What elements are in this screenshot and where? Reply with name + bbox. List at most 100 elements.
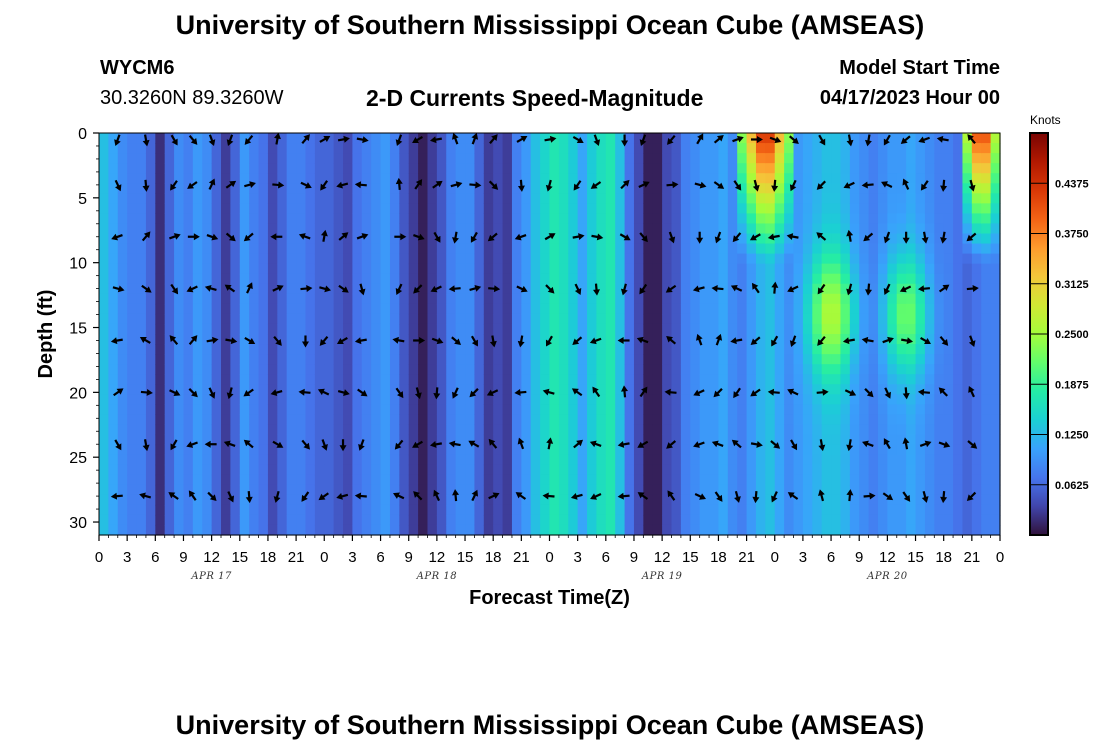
- heatmap-cell: [221, 273, 231, 285]
- heatmap-cell: [389, 243, 400, 255]
- heatmap-cell: [249, 504, 260, 516]
- heatmap-cell: [624, 484, 635, 496]
- heatmap-cell: [793, 263, 804, 275]
- heatmap-cell: [324, 193, 335, 204]
- heatmap-cell: [277, 484, 288, 496]
- heatmap-cell: [934, 233, 945, 245]
- heatmap-cell: [784, 464, 795, 476]
- heatmap-cell: [211, 143, 222, 154]
- x-tick-label: 3: [573, 549, 581, 566]
- heatmap-cell: [530, 283, 541, 295]
- heatmap-cell: [971, 153, 982, 164]
- heatmap-cell: [258, 454, 269, 466]
- heatmap-cell: [953, 494, 964, 506]
- station-coordinates: 30.3260N 89.3260W: [100, 87, 284, 109]
- heatmap-cell: [896, 253, 907, 265]
- heatmap-cell: [690, 384, 701, 395]
- heatmap-cell: [558, 313, 569, 325]
- heatmap-cell: [755, 233, 766, 245]
- current-vector: [711, 440, 724, 448]
- heatmap-cell: [821, 404, 832, 415]
- heatmap-cell: [652, 454, 663, 466]
- heatmap-cell: [258, 494, 269, 506]
- current-vector: [337, 135, 350, 143]
- current-vector: [863, 492, 876, 500]
- heatmap-cell: [249, 464, 260, 476]
- heatmap-cell: [699, 514, 710, 526]
- heatmap-cell: [399, 153, 410, 164]
- heatmap-cell: [352, 334, 363, 345]
- heatmap-cell: [821, 143, 832, 154]
- heatmap-cell: [793, 454, 804, 466]
- heatmap-cell: [859, 213, 870, 225]
- heatmap-cell: [699, 303, 710, 315]
- heatmap-cell: [361, 213, 372, 225]
- heatmap-cell: [371, 384, 382, 395]
- heatmap-cell: [324, 524, 335, 536]
- heatmap-cell: [164, 253, 175, 265]
- heatmap-cell: [558, 394, 569, 405]
- heatmap-cell: [877, 474, 888, 486]
- heatmap-cell: [202, 163, 213, 174]
- heatmap-cell: [343, 263, 354, 275]
- heatmap-cell: [136, 384, 147, 395]
- heatmap-cell: [690, 323, 701, 335]
- heatmap-cell: [568, 514, 579, 526]
- heatmap-cell: [568, 364, 579, 375]
- heatmap-cell: [230, 484, 241, 496]
- heatmap-cell: [436, 374, 447, 385]
- heatmap-cell: [183, 494, 194, 506]
- heatmap-cell: [314, 263, 325, 275]
- heatmap-cell: [211, 193, 222, 204]
- heatmap-cell: [380, 464, 391, 476]
- heatmap-cell: [831, 504, 842, 516]
- heatmap-cell: [108, 133, 119, 144]
- heatmap-cell: [455, 223, 466, 235]
- heatmap-cell: [267, 243, 278, 255]
- heatmap-cell: [221, 424, 231, 436]
- heatmap-cell: [511, 514, 522, 526]
- heatmap-cell: [990, 344, 1001, 355]
- x-tick-label: 21: [288, 549, 305, 566]
- heatmap-cell: [136, 273, 147, 285]
- heatmap-cell: [174, 494, 185, 506]
- heatmap-cell: [314, 143, 325, 154]
- heatmap-cell: [671, 223, 682, 235]
- heatmap-cell: [868, 293, 879, 305]
- heatmap-cell: [718, 243, 729, 255]
- heatmap-cell: [737, 484, 748, 496]
- heatmap-cell: [540, 454, 551, 466]
- heatmap-cell: [727, 133, 738, 144]
- heatmap-cell: [314, 233, 325, 245]
- heatmap-cell: [680, 253, 691, 265]
- heatmap-cell: [990, 514, 1001, 526]
- heatmap-cell: [117, 494, 128, 506]
- current-vector: [771, 281, 779, 294]
- heatmap-cell: [117, 243, 128, 255]
- heatmap-cell: [99, 344, 109, 355]
- heatmap-cell: [896, 153, 907, 164]
- heatmap-cell: [568, 404, 579, 415]
- heatmap-cell: [568, 193, 579, 204]
- heatmap-cell: [192, 193, 203, 204]
- heatmap-cell: [849, 183, 860, 194]
- heatmap-cell: [699, 253, 710, 265]
- heatmap-cell: [962, 253, 973, 265]
- heatmap-cell: [981, 484, 992, 496]
- heatmap-cell: [568, 253, 579, 265]
- heatmap-cell: [314, 494, 325, 506]
- heatmap-cell: [511, 364, 522, 375]
- heatmap-cell: [371, 313, 382, 325]
- heatmap-cell: [868, 313, 879, 325]
- heatmap-cell: [671, 524, 682, 536]
- heatmap-cell: [211, 323, 222, 335]
- heatmap-cell: [718, 404, 729, 415]
- heatmap-cell: [145, 183, 156, 194]
- heatmap-cell: [615, 424, 626, 436]
- heatmap-cell: [680, 474, 691, 486]
- heatmap-cell: [371, 404, 382, 415]
- heatmap-cell: [192, 374, 203, 385]
- heatmap-cell: [718, 283, 729, 295]
- heatmap-cell: [399, 404, 410, 415]
- heatmap-cell: [183, 143, 194, 154]
